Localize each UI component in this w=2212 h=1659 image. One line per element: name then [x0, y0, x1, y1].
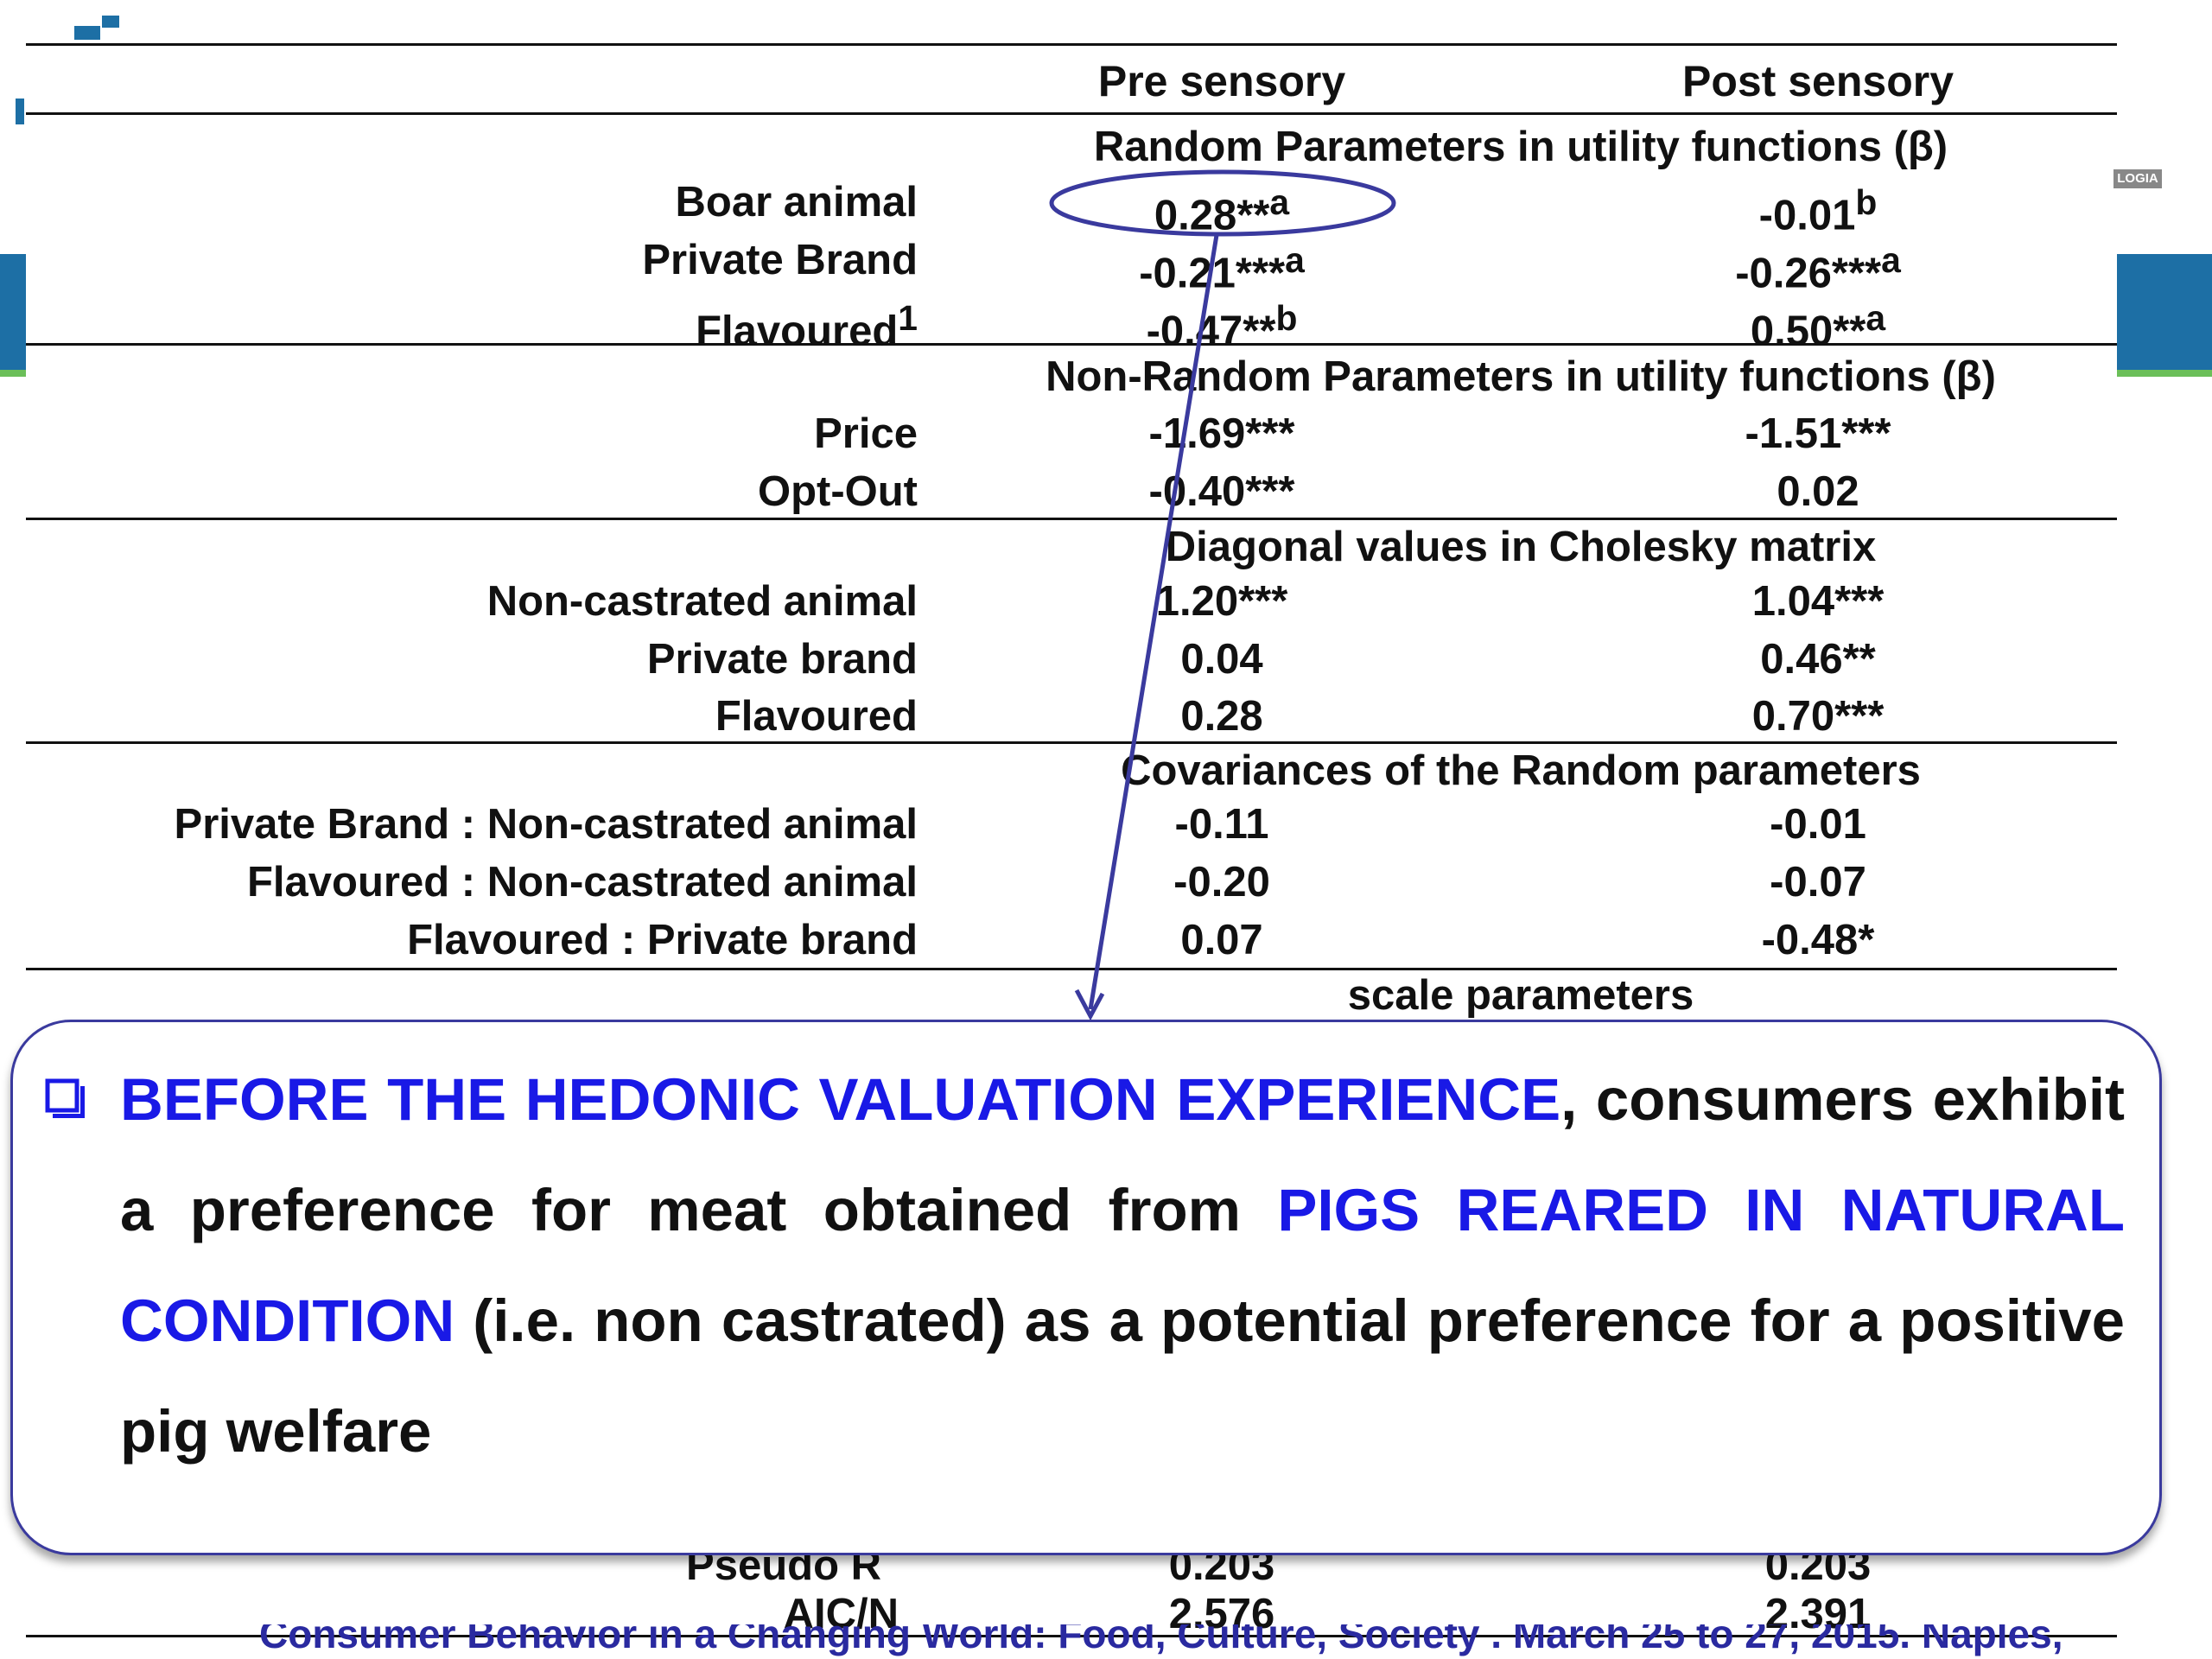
row-label: Opt-Out	[757, 468, 918, 515]
row-label: Flavoured	[715, 693, 918, 740]
post-value: 0.50**a	[1750, 298, 1886, 355]
post-value: -0.26***a	[1735, 240, 1901, 297]
pre-value: 0.07	[1180, 917, 1263, 963]
post-value: 0.02	[1777, 468, 1859, 515]
conclusion-callout: BEFORE THE HEDONIC VALUATION EXPERIENCE,…	[10, 1020, 2162, 1555]
pre-value: -0.47**b	[1146, 298, 1298, 355]
pre-value: 2.576	[1168, 1591, 1275, 1637]
table-bottom-rule	[26, 1635, 2117, 1637]
row-label: Private Brand	[642, 237, 918, 283]
column-header-pre: Pre sensory	[1097, 57, 1346, 105]
arrow-head-icon	[1074, 988, 1105, 1021]
table-row: Flavoured1 -0.47**b 0.50**a	[0, 292, 2212, 354]
pre-value: -0.11	[1174, 801, 1269, 848]
table-row: Private brand 0.04 0.46**	[0, 633, 2212, 685]
row-label: Price	[814, 410, 918, 457]
section-rule-4	[26, 968, 2117, 970]
row-label: Private Brand : Non-castrated animal	[174, 801, 918, 848]
superscript: a	[1285, 240, 1305, 280]
table-row: Flavoured 0.28 0.70***	[0, 690, 2212, 742]
section-title-cholesky: Diagonal values in Cholesky matrix	[1165, 524, 1877, 570]
table-row: Flavoured : Private brand 0.07 -0.48*	[0, 914, 2212, 966]
callout-text: BEFORE THE HEDONIC VALUATION EXPERIENCE,…	[120, 1045, 2125, 1487]
table-row: Private Brand -0.21***a -0.26***a	[0, 234, 2212, 296]
left-side-bar	[0, 254, 26, 375]
section-title-covariances: Covariances of the Random parameters	[1121, 747, 1921, 794]
pre-value: 0.04	[1180, 636, 1263, 683]
section-title-random: Random Parameters in utility functions (…	[1093, 124, 1948, 170]
pre-value: -1.69***	[1148, 410, 1295, 457]
corner-decoration	[74, 26, 100, 40]
highlight-pigs: PIGS REARED IN NATURAL CONDITION	[120, 1177, 2125, 1354]
table-row: Private Brand : Non-castrated animal -0.…	[0, 798, 2212, 850]
square-bullet-icon	[45, 1078, 85, 1118]
post-value: 0.70***	[1751, 693, 1885, 740]
table-row: Flavoured : Non-castrated animal -0.20 -…	[0, 856, 2212, 908]
superscript: b	[1855, 182, 1878, 222]
post-value: -0.48*	[1761, 917, 1875, 963]
pre-value: 1.20***	[1155, 578, 1288, 625]
left-green-line	[0, 370, 26, 377]
text-segment: , consumers exhibit a preference for mea…	[120, 1066, 2125, 1243]
row-label: Non-castrated animal	[486, 578, 918, 625]
post-value: 1.04***	[1751, 578, 1885, 625]
section-rule-2	[26, 518, 2117, 520]
row-label: Boar animal	[675, 179, 918, 226]
section-title-scale: scale parameters	[1347, 972, 1694, 1019]
highlight-ellipse	[1049, 169, 1396, 237]
table-row: Non-castrated animal 1.20*** 1.04***	[0, 575, 2212, 627]
section-title-non-random: Non-Random Parameters in utility functio…	[1046, 353, 1996, 400]
corner-decoration-2	[102, 16, 119, 28]
row-label: AIC/N	[783, 1591, 899, 1637]
row-label: Flavoured : Private brand	[407, 917, 918, 963]
text-segment: (i.e. non castrated) as a potential pref…	[120, 1287, 2125, 1465]
footer-conference: Consumer Behavior in a Changing World: F…	[259, 1624, 2074, 1656]
section-rule-1	[26, 343, 2117, 346]
pre-value: 0.28	[1180, 693, 1263, 740]
superscript: 1	[898, 298, 918, 338]
header-rule	[26, 112, 2117, 115]
superscript: b	[1275, 298, 1298, 338]
section-rule-3	[26, 741, 2117, 744]
post-value: 0.46**	[1760, 636, 1876, 683]
column-header-post: Post sensory	[1681, 57, 1954, 105]
row-label: Private brand	[646, 636, 918, 683]
superscript: a	[1866, 298, 1886, 338]
row-label: Flavoured1	[696, 298, 918, 355]
table-row-aic: AIC/N 2.576 2.391	[0, 1588, 2212, 1640]
post-value: -0.07	[1770, 859, 1866, 906]
table-row: Price -1.69*** -1.51***	[0, 408, 2212, 460]
post-value: -0.01	[1770, 801, 1866, 848]
pre-value: -0.20	[1173, 859, 1270, 906]
highlight-before: BEFORE THE HEDONIC VALUATION EXPERIENCE	[120, 1066, 1561, 1133]
logo: LOGIA	[2113, 169, 2162, 188]
post-value: -1.51***	[1745, 410, 1891, 457]
right-green-line	[2117, 370, 2212, 377]
row-label: Flavoured : Non-castrated animal	[246, 859, 918, 906]
superscript: a	[1881, 240, 1901, 280]
superscript: a	[1269, 182, 1290, 222]
post-value: -0.01b	[1758, 182, 1878, 239]
right-side-bar	[2117, 254, 2212, 375]
table-top-rule	[26, 43, 2117, 46]
left-marker	[16, 99, 24, 124]
post-value: 2.391	[1764, 1591, 1872, 1637]
arrow-line	[1088, 234, 1219, 1010]
